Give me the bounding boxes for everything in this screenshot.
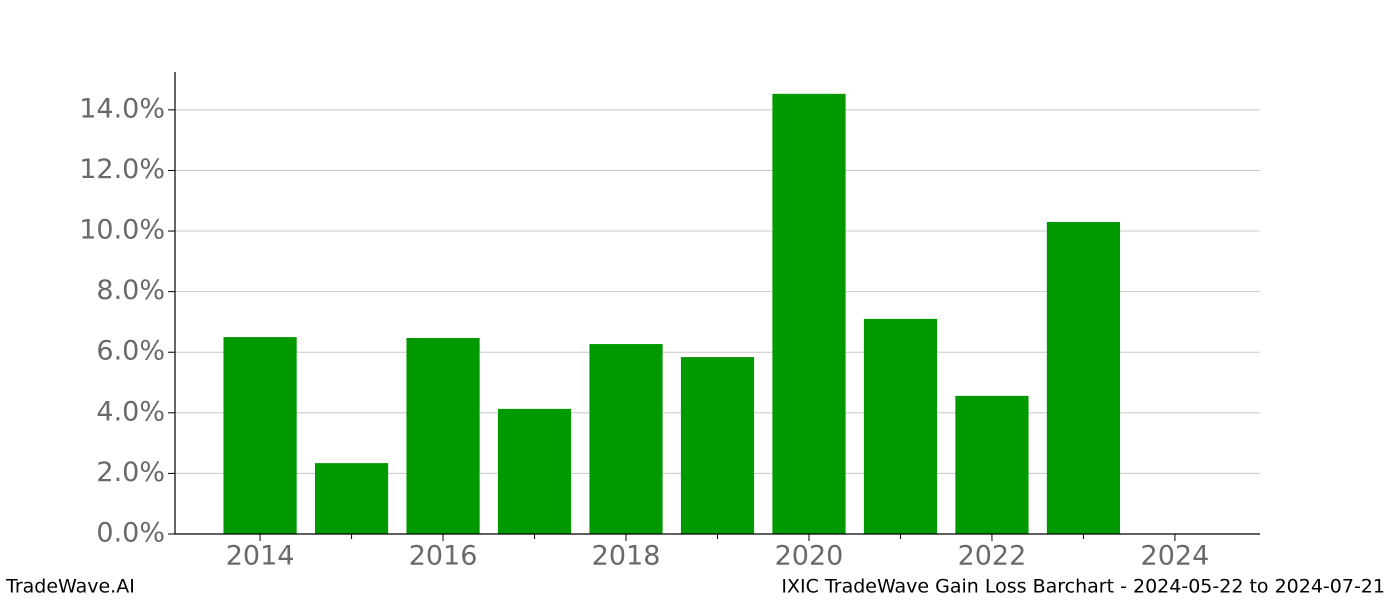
x-tick-label: 2018 [592,541,661,572]
x-tick-label: 2020 [775,541,844,572]
y-tick-label: 10.0% [79,215,165,246]
bar [680,357,755,534]
bar [863,318,938,534]
axes: 0.0% 2.0% 4.0% 6.0% 8.0% 10.0% 12.0% 14.0% 2014 2… [79,72,1260,572]
footer-left: TradeWave.AI [5,576,135,598]
y-tick-label: 0.0% [96,518,165,549]
bar [955,395,1029,534]
x-tick-label: 2024 [1141,541,1210,572]
y-tick-label: 14.0% [79,93,165,124]
y-tick-label: 12.0% [79,154,165,185]
y-tick-label: 6.0% [96,336,165,367]
footer-right: IXIC TradeWave Gain Loss Barchart - 2024… [781,576,1385,598]
bar [406,337,480,534]
bar [223,337,297,534]
x-tick-label: 2016 [409,541,478,572]
bar [772,93,846,534]
y-tick-label: 8.0% [96,275,165,306]
bars [223,93,1121,534]
x-tick-label: 2022 [958,541,1027,572]
y-tick-label: 4.0% [96,396,165,427]
bar [1046,221,1121,534]
bar [589,344,663,534]
y-tick-label: 2.0% [96,457,165,488]
x-tick-label: 2014 [226,541,295,572]
bar [497,408,572,534]
bar [314,463,389,534]
